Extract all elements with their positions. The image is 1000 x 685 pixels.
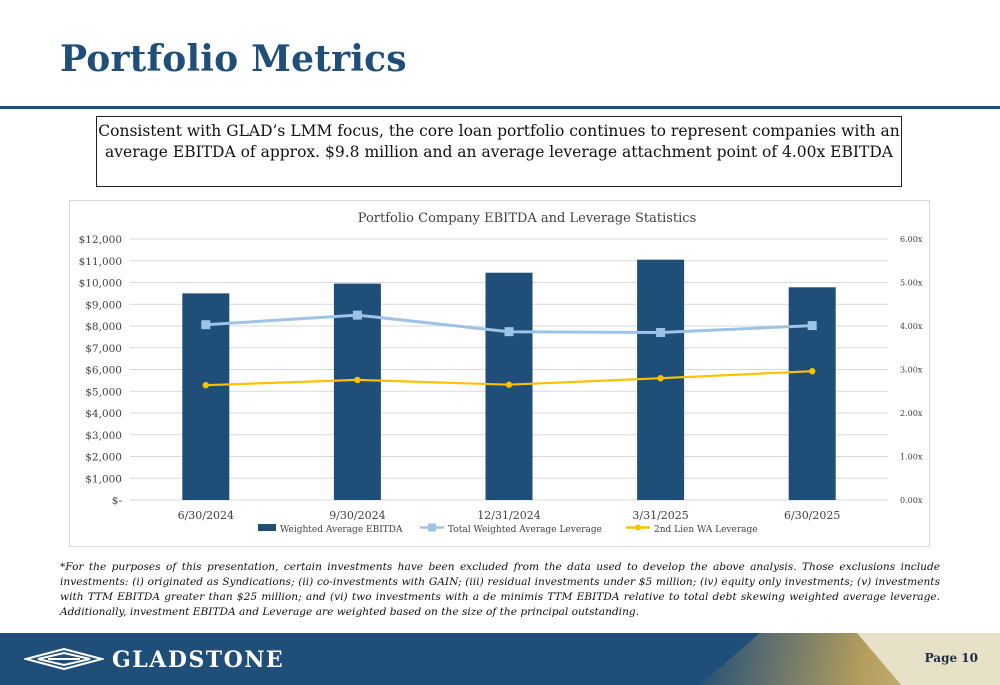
legend-total-leverage-marker [428,523,436,532]
title-divider [0,106,1000,109]
ebitda-leverage-chart: Portfolio Company EBITDA and Leverage St… [79,211,923,535]
y-right-tick-label: 6.00x [900,235,923,244]
y-left-tick-label: $4,000 [85,408,122,420]
footer-bar [0,633,1000,685]
y-left-tick-label: $9,000 [85,299,122,311]
ebitda-bar [788,287,836,500]
legend-total-leverage-label: Total Weighted Average Leverage [448,525,602,535]
page-title: Portfolio Metrics [60,38,407,80]
y-right-tick-label: 5.00x [900,279,923,288]
second-lien-leverage-point [202,381,209,389]
y-left-tick-label: $5,000 [85,386,122,398]
y-left-tick-label: $12,000 [79,234,122,246]
gladstone-logo-icon [24,648,104,670]
x-tick-label: 6/30/2025 [784,509,840,522]
second-lien-leverage-point [354,376,361,384]
summary-callout: Consistent with GLAD’s LMM focus, the co… [96,116,902,187]
footnote: *For the purposes of this presentation, … [60,561,940,618]
gladstone-logo-text: GLADSTONE [112,647,285,673]
y-left-tick-label: $2,000 [85,452,122,464]
y-left-tick-label: $6,000 [85,365,122,377]
total-leverage-point [504,327,514,337]
second-lien-leverage-point [809,368,816,375]
y-right-tick-label: 3.00x [900,366,923,375]
chart-container: Portfolio Company EBITDA and Leverage St… [69,200,930,547]
total-leverage-point [352,310,362,320]
y-left-tick-label: $1,000 [85,473,122,485]
ebitda-bar [333,283,381,500]
total-leverage-point [807,321,817,331]
second-lien-leverage-point [657,375,664,382]
y-left-tick-label: $8,000 [85,321,122,333]
y-right-tick-label: 2.00x [900,409,923,418]
total-leverage-point [656,328,666,338]
legend-second-lien-marker [635,524,641,531]
y-left-tick-label: $- [112,495,123,507]
y-right-tick-label: 1.00x [900,453,923,462]
y-right-tick-label: 0.00x [900,496,923,505]
legend-second-lien-label: 2nd Lien WA Leverage [654,525,758,535]
chart-title: Portfolio Company EBITDA and Leverage St… [358,211,697,226]
second-lien-leverage-point [505,381,513,388]
y-left-tick-label: $7,000 [85,343,122,355]
y-right-tick-label: 4.00x [900,322,923,331]
x-tick-label: 3/31/2025 [632,509,688,522]
page-number: Page 10 [924,651,978,665]
x-tick-label: 12/31/2024 [477,509,540,522]
legend-ebitda-label: Weighted Average EBITDA [280,525,403,535]
y-left-tick-label: $11,000 [79,256,122,268]
y-left-tick-label: $3,000 [85,430,122,442]
x-tick-label: 6/30/2024 [178,509,234,522]
legend-ebitda-swatch [258,524,276,531]
total-leverage-point [201,320,211,330]
y-left-tick-label: $10,000 [79,278,122,290]
x-tick-label: 9/30/2024 [329,509,385,522]
